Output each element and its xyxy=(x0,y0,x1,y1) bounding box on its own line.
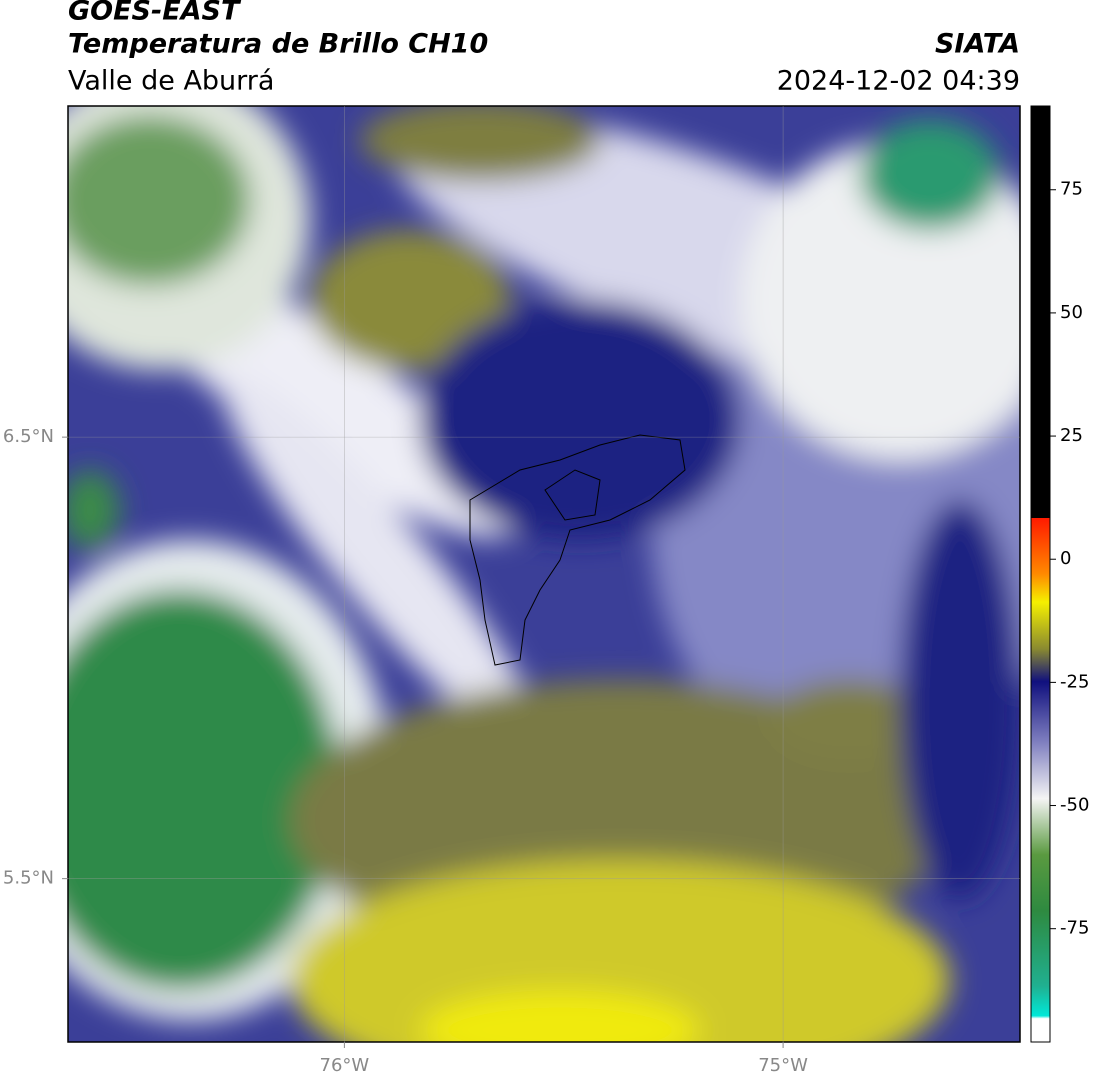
y-tick-label: 5.5°N xyxy=(3,868,54,889)
subtitle: Temperatura de Brillo CH10 xyxy=(68,29,488,60)
colorbar-tick-label: 0 xyxy=(1060,548,1071,569)
region: Valle de Aburrá xyxy=(68,66,274,97)
datetime: 2024-12-02 04:39 xyxy=(777,66,1020,97)
municipality-outline xyxy=(469,434,686,666)
y-tick-label: 6.5°N xyxy=(3,426,54,447)
colorbar xyxy=(1030,105,1051,1043)
x-tick-label: 76°W xyxy=(320,1055,370,1076)
title: GOES-EAST xyxy=(68,0,242,27)
source: SIATA xyxy=(935,29,1020,60)
x-tick-label: 75°W xyxy=(758,1055,808,1076)
map-frame xyxy=(67,105,1021,1043)
colorbar-tick-label: -75 xyxy=(1060,918,1089,939)
colorbar-tick-label: -25 xyxy=(1060,671,1089,692)
colorbar-tick-label: 50 xyxy=(1060,302,1083,323)
colorbar-tick-label: 25 xyxy=(1060,425,1083,446)
colorbar-tick-label: -50 xyxy=(1060,795,1089,816)
satellite-image xyxy=(68,106,1020,1042)
colorbar-tick-label: 75 xyxy=(1060,179,1083,200)
